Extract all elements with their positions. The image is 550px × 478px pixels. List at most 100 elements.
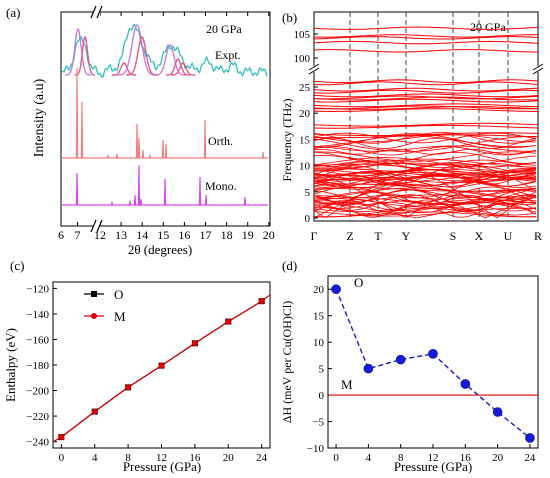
band-low [313,194,537,204]
series-M-point [258,298,265,305]
band-low [314,162,537,172]
panel-c-xtick-label: 0 [59,452,65,464]
band-low [313,162,537,168]
label-expt: Expt. [215,48,241,62]
panel-b-ytick-label: 100 [294,53,311,65]
series-M-point [91,408,98,415]
panel-d-frame [327,275,539,449]
kpoint-label: Y [402,229,411,243]
panel-c-ytick-label: −200 [26,386,49,398]
panel-c-ytick-label: −160 [26,334,49,346]
legend-M-label: M [114,309,126,324]
series-O-point [395,354,406,365]
series-O-point [460,379,471,389]
panel-d-label: (d) [282,258,297,273]
band-low [313,207,537,217]
kpoint-label: Γ [311,229,318,243]
band-low [314,158,536,168]
trace-expt [61,23,268,78]
band-low [313,199,537,213]
band-low [313,132,537,144]
trace-orth [62,67,268,159]
series-O-point [525,433,535,443]
band-low [313,135,536,152]
panel-d-xtick-label: 8 [398,452,404,464]
panel-b-ytick-label: 105 [294,29,311,41]
panel-a-xtick-label: 13 [115,228,127,242]
fit-peak-3 [117,24,157,76]
series-M-point [158,362,165,369]
panel-b-break-gap [533,66,543,72]
panel-b-label: (b) [282,10,297,25]
fit-peak-7 [171,62,195,76]
series-M-point [225,318,232,325]
panel-a-xtick-label: 19 [242,228,254,242]
panel-a-ylabel: Intensity (a.u) [32,78,47,157]
band-low [313,169,537,182]
panel-a-break-gap [94,6,100,18]
band-low [313,187,537,201]
band-mid [313,96,539,101]
panel-b-ytick-label: 10 [299,161,311,173]
panel-d-ytick-label: −10 [307,443,325,455]
band-mid [313,122,539,127]
band-mid [313,81,539,86]
band-mid [313,93,539,98]
series-O-point [331,284,341,295]
panel-c-ylabel: Enthalpy (eV) [3,328,18,402]
band-low [313,179,537,187]
band-mid [313,98,539,103]
panel-d-ytick-label: 10 [313,337,325,349]
panel-b-ylabel: Frequency (THz) [280,99,294,182]
panel-a-break-mark [96,219,103,233]
panel-c-ytick-label: −180 [26,360,49,372]
label-orth: Orth. [208,134,233,148]
kpoint-label: R [534,229,542,243]
panel-c-ytick-label: −120 [26,283,49,295]
panel-c-label: (c) [10,258,24,273]
panel-d-xtick-label: 16 [460,452,472,464]
band-mid [313,106,539,110]
panel-b-ytick-label: 20 [299,108,311,120]
band-low [314,191,537,199]
panel-d-ylabel: ΔH (meV per Cu(OH)Cl) [280,301,294,423]
panel-a-break-mark [90,219,97,233]
band-low [313,168,537,177]
panel-a-xtick-label: 15 [157,228,169,242]
panel-c-xlabel: Pressure (GPa) [123,459,201,474]
panel-a-xtick-label: 20 [263,228,275,242]
panel-d-xtick-label: 24 [524,452,536,464]
series-M-point [58,434,65,441]
trace-mono [62,164,268,206]
panel-d-xtick-label: 0 [333,452,339,464]
panel-a-xlabel: 2θ (degrees) [128,242,192,257]
label-O: O [354,275,363,290]
series-O-line [335,288,531,439]
panel-b-break-mark [308,67,320,75]
panel-b-ytick-label: 25 [299,82,311,94]
band-low [313,163,537,181]
label-mono: Mono. [205,179,237,193]
band-mid [313,124,539,129]
panel-c-ytick-label: −240 [26,437,49,449]
band-low [313,148,537,155]
band-low [313,189,537,199]
panel-a-xtick-label: 17 [200,228,212,242]
band-mid [313,134,539,139]
fit-peak-6 [166,58,190,76]
band-mid [313,79,539,84]
band-low [313,159,536,166]
panel-b-ytick-label: 15 [299,134,311,146]
panel-a-break-gap [94,220,100,232]
series-O-point [428,348,438,359]
panel-a-xtick-label: 14 [136,228,148,242]
panel-b-pressure: 20 GPa [470,20,506,34]
panel-a-pressure: 20 GPa [206,22,242,36]
panel-b-ytick-label: 0 [305,213,311,225]
band-mid [313,89,539,94]
fit-peak-0 [65,28,91,76]
fit-peak-1 [74,35,96,76]
panel-a-xtick-label: 6 [58,228,64,242]
panel-c-xtick-label: 24 [256,452,268,464]
